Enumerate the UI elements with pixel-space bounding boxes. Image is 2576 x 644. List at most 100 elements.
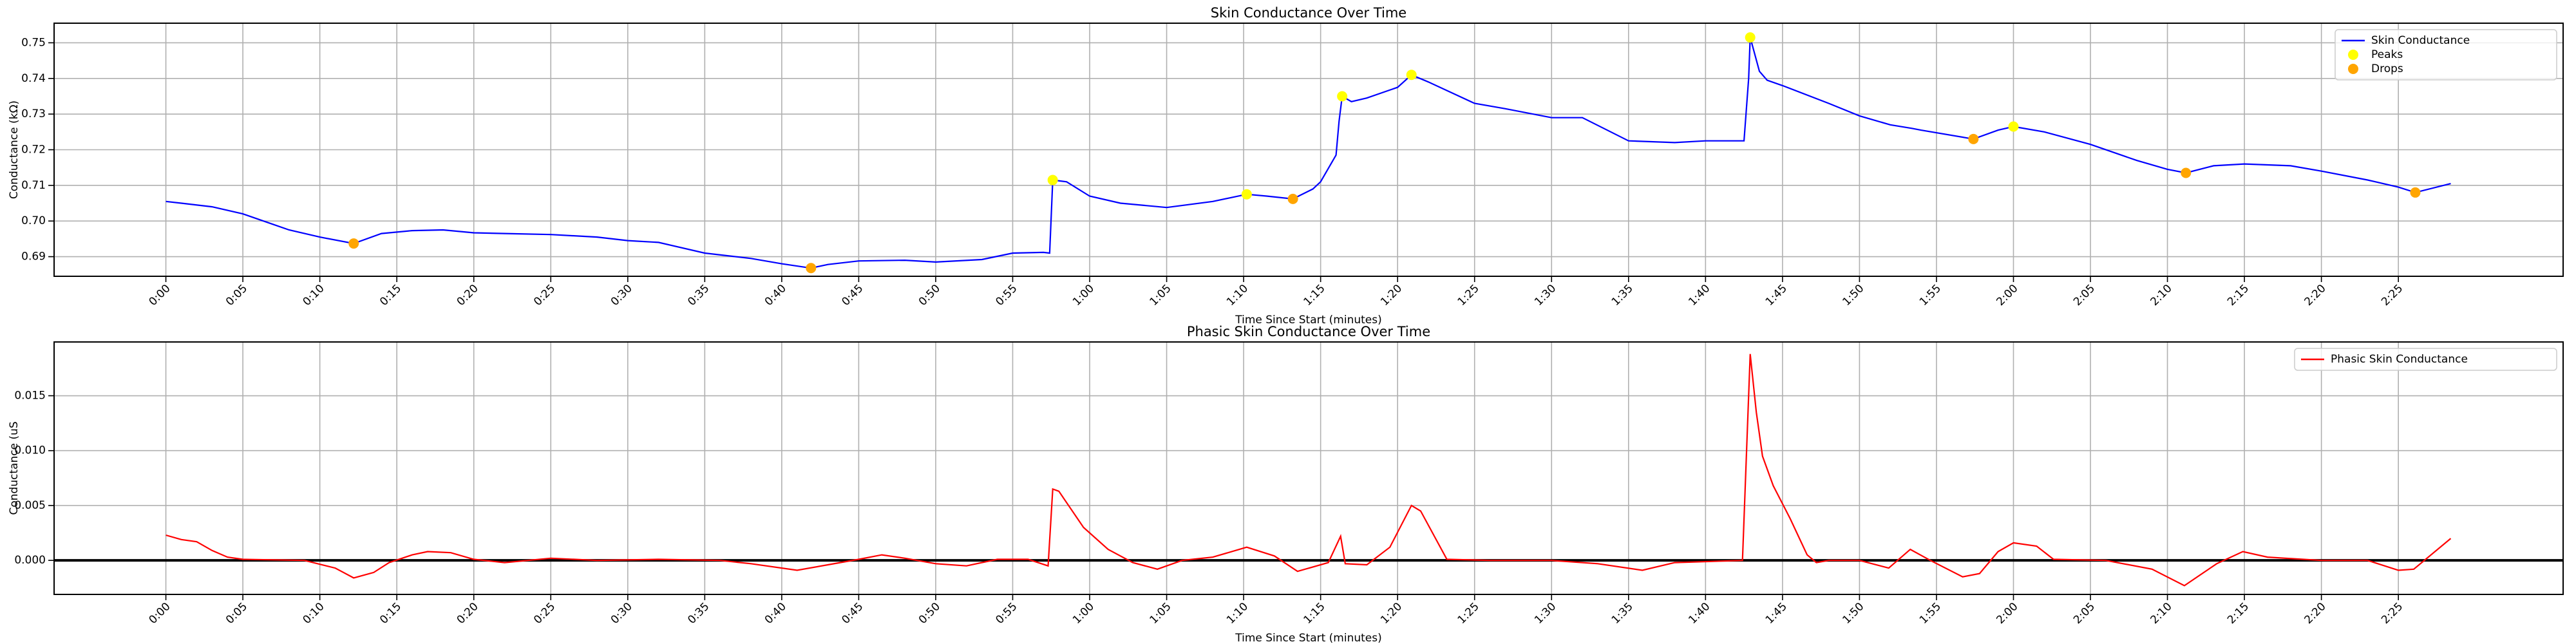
legend-label: Peaks: [2371, 48, 2403, 61]
data-point: [1047, 175, 1058, 185]
x-tick-label: 2:00: [1994, 282, 2020, 308]
x-tick-label: 0:05: [223, 600, 250, 627]
x-tick-label: 2:10: [2148, 600, 2174, 627]
chart-title: Phasic Skin Conductance Over Time: [1187, 324, 1430, 339]
legend-marker: [2348, 64, 2358, 74]
x-tick-label: 1:05: [1147, 282, 1173, 308]
x-tick-label: 1:10: [1224, 282, 1251, 308]
x-tick-label: 0:55: [993, 600, 1019, 627]
x-tick-label: 0:40: [762, 282, 789, 308]
x-tick-label: 2:05: [2071, 282, 2098, 308]
x-tick-label: 0:15: [377, 600, 404, 627]
legend-box: [2334, 29, 2557, 80]
x-tick-label: 0:25: [531, 282, 558, 308]
legend-marker: [2348, 50, 2358, 60]
x-tick-label: 1:10: [1224, 600, 1251, 627]
x-tick-label: 2:20: [2302, 600, 2329, 627]
x-tick-label: 1:55: [1917, 282, 1944, 308]
x-tick-label: 0:10: [301, 600, 327, 627]
y-tick-label: 0.70: [21, 214, 46, 227]
x-tick-label: 1:20: [1378, 282, 1405, 308]
y-tick-label: 0.75: [21, 36, 46, 49]
x-tick-label: 1:15: [1302, 282, 1328, 308]
x-tick-label: 1:05: [1147, 600, 1173, 627]
x-tick-label: 0:05: [223, 282, 250, 308]
x-axis-label: Time Since Start (minutes): [1235, 632, 1382, 644]
plot-frame: [53, 23, 2564, 277]
y-tick-label: 0.71: [21, 179, 46, 192]
data-line: [166, 354, 2452, 587]
x-tick-label: 0:10: [301, 282, 327, 308]
x-tick-label: 0:55: [993, 282, 1019, 308]
data-point: [1745, 32, 1756, 43]
x-tick-label: 0:50: [916, 600, 943, 627]
y-tick-label: 0.73: [21, 108, 46, 120]
x-tick-label: 1:55: [1917, 600, 1944, 627]
data-point: [1287, 193, 1298, 204]
legend-label: Phasic Skin Conductance: [2331, 353, 2468, 366]
x-tick-label: 0:25: [531, 600, 558, 627]
x-tick-label: 1:00: [1070, 600, 1097, 627]
x-tick-label: 0:35: [685, 282, 712, 308]
y-axis-label: Conductance (uS: [8, 421, 21, 515]
x-tick-label: 1:25: [1455, 282, 1482, 308]
x-tick-label: 2:20: [2302, 282, 2329, 308]
data-point: [1241, 189, 1252, 200]
x-tick-label: 0:40: [762, 600, 789, 627]
x-tick-label: 1:20: [1378, 600, 1405, 627]
x-tick-label: 0:45: [839, 600, 866, 627]
data-point: [2410, 187, 2421, 198]
x-tick-label: 0:00: [146, 282, 173, 308]
x-tick-label: 1:30: [1532, 282, 1558, 308]
x-tick-label: 0:30: [609, 282, 635, 308]
x-tick-label: 0:45: [839, 282, 866, 308]
x-tick-label: 2:05: [2071, 600, 2098, 627]
legend-label: Drops: [2371, 62, 2403, 75]
x-tick-label: 1:35: [1609, 282, 1636, 308]
x-tick-label: 0:35: [685, 600, 712, 627]
x-tick-label: 0:50: [916, 282, 943, 308]
chart-title: Skin Conductance Over Time: [1211, 5, 1406, 21]
subplot: Skin Conductance Over Time Time Since Sta…: [8, 5, 2564, 327]
x-tick-label: 1:15: [1302, 600, 1328, 627]
data-point: [1968, 133, 1979, 144]
x-tick-label: 0:20: [455, 600, 481, 627]
y-tick-label: 0.015: [14, 390, 46, 402]
x-tick-label: 2:15: [2225, 600, 2251, 627]
x-tick-label: 0:30: [609, 600, 635, 627]
legend-label: Skin Conductance: [2371, 34, 2470, 47]
x-tick-label: 1:40: [1686, 600, 1712, 627]
subplot: Phasic Skin Conductance Over Time Time Si…: [8, 324, 2564, 644]
data-point: [806, 263, 817, 274]
x-tick-label: 2:00: [1994, 600, 2020, 627]
x-tick-label: 2:10: [2148, 282, 2174, 308]
x-tick-label: 1:00: [1070, 282, 1097, 308]
x-tick-label: 1:30: [1532, 600, 1558, 627]
plot-frame: [53, 341, 2564, 595]
data-point: [1406, 70, 1417, 80]
data-point: [2008, 121, 2019, 132]
x-tick-label: 1:45: [1763, 282, 1790, 308]
x-tick-label: 1:50: [1840, 600, 1866, 627]
x-tick-label: 2:25: [2379, 600, 2405, 627]
data-point: [1337, 91, 1348, 102]
x-tick-label: 1:45: [1763, 600, 1790, 627]
x-tick-label: 1:25: [1455, 600, 1482, 627]
y-tick-label: 0.69: [21, 251, 46, 263]
y-tick-label: 0.000: [14, 554, 46, 567]
x-tick-label: 2:15: [2225, 282, 2251, 308]
x-tick-label: 0:15: [377, 282, 404, 308]
data-point: [2181, 167, 2192, 178]
x-tick-label: 1:50: [1840, 282, 1866, 308]
y-axis-label: Conductance (kΩ): [8, 100, 21, 199]
x-axis-label: Time Since Start (minutes): [1235, 314, 1382, 327]
y-tick-label: 0.74: [21, 72, 46, 85]
x-tick-label: 2:25: [2379, 282, 2405, 308]
x-tick-label: 1:40: [1686, 282, 1712, 308]
y-tick-label: 0.010: [14, 444, 46, 457]
x-tick-label: 0:20: [455, 282, 481, 308]
data-point: [348, 238, 359, 249]
data-line: [166, 37, 2451, 269]
legend-box: [2294, 348, 2557, 371]
